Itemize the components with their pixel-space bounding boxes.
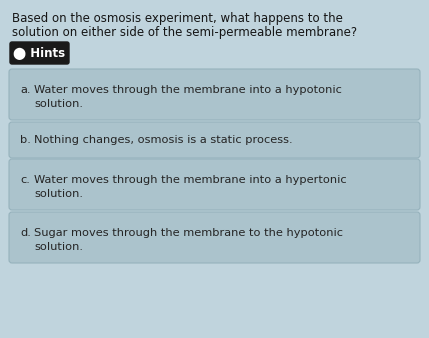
Text: c.: c.: [20, 175, 30, 185]
Text: Based on the osmosis experiment, what happens to the: Based on the osmosis experiment, what ha…: [12, 12, 343, 25]
Text: Sugar moves through the membrane to the hypotonic: Sugar moves through the membrane to the …: [34, 228, 343, 238]
FancyBboxPatch shape: [9, 122, 420, 158]
FancyBboxPatch shape: [9, 212, 420, 263]
Text: solution.: solution.: [34, 242, 83, 252]
Text: Nothing changes, osmosis is a static process.: Nothing changes, osmosis is a static pro…: [34, 135, 293, 145]
Text: solution.: solution.: [34, 189, 83, 199]
Text: Water moves through the membrane into a hypotonic: Water moves through the membrane into a …: [34, 85, 342, 95]
Text: d.: d.: [20, 228, 31, 238]
Text: solution.: solution.: [34, 99, 83, 109]
Text: Water moves through the membrane into a hypertonic: Water moves through the membrane into a …: [34, 175, 347, 185]
Text: solution on either side of the semi-permeable membrane?: solution on either side of the semi-perm…: [12, 26, 357, 39]
Text: b.: b.: [20, 135, 31, 145]
Text: a.: a.: [20, 85, 30, 95]
Text: ⬤ Hints: ⬤ Hints: [13, 47, 66, 59]
FancyBboxPatch shape: [9, 69, 420, 120]
FancyBboxPatch shape: [9, 159, 420, 210]
FancyBboxPatch shape: [10, 42, 69, 64]
